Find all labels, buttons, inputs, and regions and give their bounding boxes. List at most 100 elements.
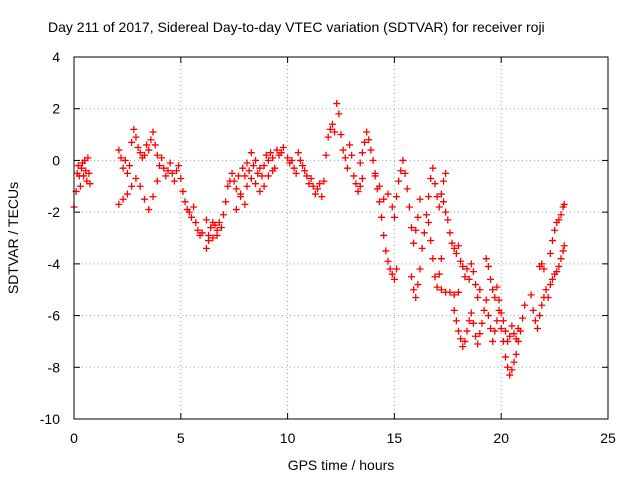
data-point xyxy=(493,283,501,291)
data-point xyxy=(454,327,462,335)
axis-ticks xyxy=(73,56,609,420)
data-point xyxy=(467,309,475,317)
data-point xyxy=(476,286,484,294)
data-point xyxy=(442,208,450,216)
data-point xyxy=(343,164,351,172)
data-point xyxy=(140,195,148,203)
data-point xyxy=(145,146,153,154)
data-point xyxy=(220,211,228,219)
data-point xyxy=(115,200,123,208)
data-point xyxy=(506,332,514,340)
data-point xyxy=(418,244,426,252)
data-point xyxy=(472,281,480,289)
data-point xyxy=(316,180,324,188)
data-point xyxy=(234,172,242,180)
data-point xyxy=(437,255,445,263)
data-point xyxy=(380,195,388,203)
data-point xyxy=(476,330,484,338)
y-tick-label: -2 xyxy=(48,204,61,220)
data-point xyxy=(352,180,360,188)
data-point xyxy=(378,213,386,221)
data-point xyxy=(181,198,189,206)
data-point xyxy=(337,131,345,139)
data-point xyxy=(86,180,94,188)
data-point xyxy=(463,265,471,273)
data-point xyxy=(497,309,505,317)
data-point xyxy=(192,218,200,226)
data-point xyxy=(557,255,565,263)
plot-frame xyxy=(73,56,609,420)
data-point xyxy=(446,288,454,296)
data-point xyxy=(217,224,225,232)
data-point xyxy=(375,198,383,206)
data-point xyxy=(457,257,465,265)
data-point xyxy=(375,182,383,190)
data-point xyxy=(542,286,550,294)
data-point xyxy=(123,169,131,177)
data-point xyxy=(371,172,379,180)
data-point xyxy=(307,175,315,183)
data-point xyxy=(314,185,322,193)
data-point xyxy=(256,187,264,195)
data-point xyxy=(335,110,343,118)
data-point xyxy=(482,255,490,263)
data-point xyxy=(166,159,174,167)
data-point xyxy=(230,177,238,185)
data-point xyxy=(254,169,262,177)
data-point xyxy=(367,146,375,154)
data-point xyxy=(560,242,568,250)
data-point xyxy=(324,133,332,141)
data-point xyxy=(427,175,435,183)
data-point xyxy=(429,255,437,263)
data-point xyxy=(399,156,407,164)
data-point xyxy=(151,141,159,149)
data-point xyxy=(322,151,330,159)
data-point xyxy=(427,237,435,245)
data-point xyxy=(84,154,92,162)
data-point xyxy=(143,141,151,149)
data-point xyxy=(416,195,424,203)
data-point xyxy=(393,265,401,273)
data-point xyxy=(241,172,249,180)
data-point xyxy=(224,182,232,190)
data-point xyxy=(232,206,240,214)
data-point xyxy=(410,239,418,247)
data-point xyxy=(211,221,219,229)
data-point xyxy=(403,185,411,193)
data-point xyxy=(119,164,127,172)
data-point xyxy=(504,363,512,371)
data-point xyxy=(305,180,313,188)
data-point xyxy=(548,275,556,283)
data-point xyxy=(341,154,349,162)
data-point xyxy=(358,149,366,157)
data-point xyxy=(410,286,418,294)
data-point xyxy=(407,224,415,232)
data-point xyxy=(461,337,469,345)
data-point xyxy=(134,144,142,151)
data-point xyxy=(491,327,499,335)
data-point xyxy=(548,237,556,245)
data-point xyxy=(222,198,230,206)
data-series xyxy=(70,100,568,379)
data-point xyxy=(252,180,260,188)
data-point xyxy=(469,268,477,276)
data-point xyxy=(495,296,503,304)
data-point xyxy=(121,156,129,164)
data-point xyxy=(484,262,492,270)
data-point xyxy=(177,175,185,183)
data-point xyxy=(546,250,554,258)
data-point xyxy=(555,262,563,270)
data-point xyxy=(431,180,439,188)
data-point xyxy=(360,138,368,146)
data-point xyxy=(487,325,495,332)
data-point xyxy=(309,182,317,190)
data-point xyxy=(459,343,467,351)
data-point xyxy=(296,156,304,164)
data-point xyxy=(292,169,300,177)
data-point xyxy=(369,156,377,164)
data-point xyxy=(256,164,264,172)
data-point xyxy=(249,162,257,170)
data-point xyxy=(510,358,518,366)
data-point xyxy=(132,133,140,141)
data-point xyxy=(508,322,516,330)
